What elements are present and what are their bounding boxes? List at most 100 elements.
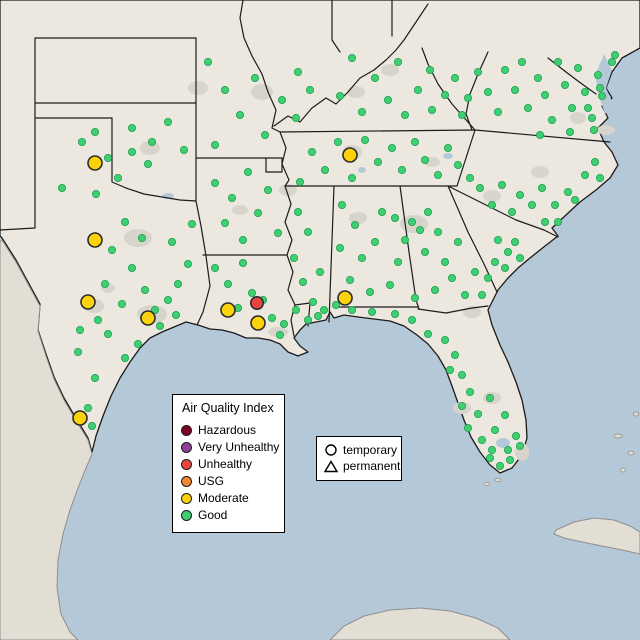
- station-marker-good[interactable]: [450, 350, 459, 359]
- station-marker-good[interactable]: [147, 137, 156, 146]
- station-marker-good[interactable]: [574, 64, 583, 73]
- station-marker-good[interactable]: [493, 108, 502, 117]
- station-marker-good[interactable]: [463, 94, 472, 103]
- station-marker-good[interactable]: [331, 300, 340, 309]
- station-marker-good[interactable]: [291, 114, 300, 123]
- station-marker-good[interactable]: [320, 165, 329, 174]
- station-marker-good[interactable]: [571, 195, 580, 204]
- station-marker-good[interactable]: [250, 74, 259, 83]
- station-marker-good[interactable]: [383, 96, 392, 105]
- station-marker-good[interactable]: [510, 86, 519, 95]
- station-marker-good[interactable]: [453, 237, 462, 246]
- station-marker-good[interactable]: [541, 91, 550, 100]
- station-marker-good[interactable]: [303, 227, 312, 236]
- station-marker-good[interactable]: [393, 257, 402, 266]
- station-marker-good[interactable]: [127, 124, 136, 133]
- station-marker-good[interactable]: [293, 207, 302, 216]
- station-marker-good[interactable]: [143, 159, 152, 168]
- station-marker-good[interactable]: [400, 235, 409, 244]
- station-marker-good[interactable]: [238, 258, 247, 267]
- station-marker-good[interactable]: [400, 111, 409, 120]
- station-marker-good[interactable]: [465, 387, 474, 396]
- station-marker-good[interactable]: [423, 207, 432, 216]
- station-marker-good[interactable]: [253, 208, 262, 217]
- station-marker-good[interactable]: [487, 200, 496, 209]
- station-marker-good[interactable]: [277, 96, 286, 105]
- station-marker-good[interactable]: [594, 71, 603, 80]
- station-marker-good[interactable]: [477, 435, 486, 444]
- station-marker-good[interactable]: [275, 330, 284, 339]
- station-marker-good[interactable]: [410, 137, 419, 146]
- station-marker-good[interactable]: [611, 51, 620, 60]
- station-marker-good[interactable]: [433, 227, 442, 236]
- station-marker-good[interactable]: [171, 310, 180, 319]
- station-marker-good[interactable]: [357, 253, 366, 262]
- station-marker-good[interactable]: [187, 219, 196, 228]
- station-marker-good[interactable]: [289, 253, 298, 262]
- station-marker-good[interactable]: [94, 315, 103, 324]
- station-marker-moderate[interactable]: [87, 155, 103, 171]
- station-marker-good[interactable]: [92, 189, 101, 198]
- station-marker-good[interactable]: [163, 295, 172, 304]
- station-marker-good[interactable]: [420, 155, 429, 164]
- station-marker-good[interactable]: [483, 88, 492, 97]
- station-marker-good[interactable]: [104, 329, 113, 338]
- station-marker-good[interactable]: [370, 237, 379, 246]
- station-marker-good[interactable]: [345, 275, 354, 284]
- station-marker-good[interactable]: [210, 140, 219, 149]
- station-marker-good[interactable]: [307, 147, 316, 156]
- station-marker-good[interactable]: [220, 218, 229, 227]
- station-marker-good[interactable]: [118, 299, 127, 308]
- station-marker-moderate[interactable]: [337, 290, 353, 306]
- station-marker-good[interactable]: [420, 247, 429, 256]
- station-marker-good[interactable]: [470, 267, 479, 276]
- station-marker-good[interactable]: [493, 235, 502, 244]
- station-marker-good[interactable]: [457, 111, 466, 120]
- station-marker-good[interactable]: [440, 257, 449, 266]
- station-marker-good[interactable]: [295, 177, 304, 186]
- station-marker-good[interactable]: [490, 425, 499, 434]
- station-marker-good[interactable]: [263, 185, 272, 194]
- station-marker-good[interactable]: [203, 58, 212, 67]
- station-marker-good[interactable]: [588, 114, 597, 123]
- station-marker-good[interactable]: [433, 170, 442, 179]
- station-marker-good[interactable]: [518, 58, 527, 67]
- station-marker-good[interactable]: [503, 247, 512, 256]
- station-marker-good[interactable]: [440, 335, 449, 344]
- station-marker-good[interactable]: [443, 143, 452, 152]
- station-marker-good[interactable]: [475, 183, 484, 192]
- station-marker-good[interactable]: [390, 309, 399, 318]
- station-marker-good[interactable]: [591, 157, 600, 166]
- station-marker-good[interactable]: [457, 401, 466, 410]
- station-marker-moderate[interactable]: [250, 315, 266, 331]
- station-marker-good[interactable]: [598, 92, 607, 101]
- station-marker-good[interactable]: [121, 353, 130, 362]
- station-marker-good[interactable]: [140, 285, 149, 294]
- station-marker-good[interactable]: [608, 58, 617, 67]
- station-marker-good[interactable]: [357, 108, 366, 117]
- station-marker-good[interactable]: [445, 365, 454, 374]
- station-marker-good[interactable]: [279, 319, 288, 328]
- station-marker-good[interactable]: [347, 305, 356, 314]
- station-marker-good[interactable]: [497, 180, 506, 189]
- station-marker-good[interactable]: [58, 183, 67, 192]
- station-marker-good[interactable]: [473, 68, 482, 77]
- station-marker-good[interactable]: [450, 74, 459, 83]
- station-marker-good[interactable]: [308, 297, 317, 306]
- station-marker-good[interactable]: [173, 279, 182, 288]
- station-marker-good[interactable]: [487, 445, 496, 454]
- station-marker-good[interactable]: [500, 66, 509, 75]
- station-marker-good[interactable]: [460, 290, 469, 299]
- station-marker-good[interactable]: [243, 167, 252, 176]
- station-marker-good[interactable]: [235, 111, 244, 120]
- station-marker-good[interactable]: [477, 290, 486, 299]
- station-marker-good[interactable]: [407, 217, 416, 226]
- station-marker-good[interactable]: [485, 393, 494, 402]
- station-marker-good[interactable]: [227, 193, 236, 202]
- station-marker-good[interactable]: [561, 81, 570, 90]
- station-marker-good[interactable]: [223, 279, 232, 288]
- station-marker-good[interactable]: [564, 187, 573, 196]
- station-marker-good[interactable]: [548, 116, 557, 125]
- station-marker-good[interactable]: [260, 130, 269, 139]
